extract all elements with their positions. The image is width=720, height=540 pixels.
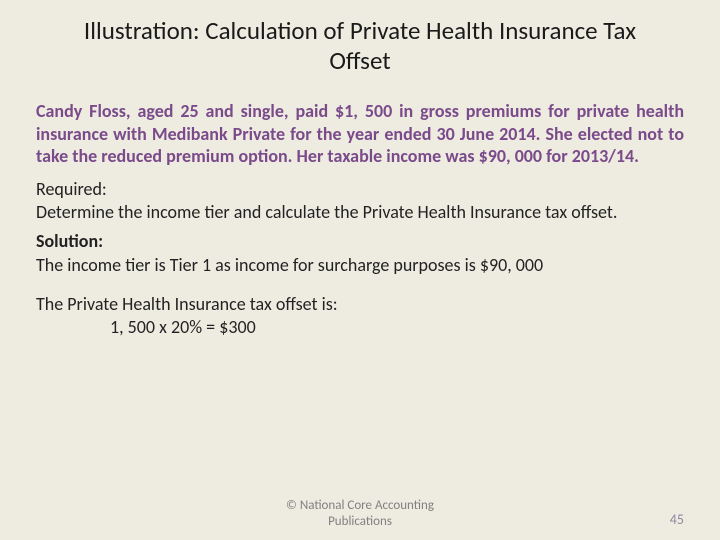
copyright-text: © National Core Accounting Publications bbox=[260, 498, 460, 529]
page-number: 45 bbox=[670, 511, 684, 528]
offset-calculation: 1, 500 x 20% = $300 bbox=[36, 316, 684, 339]
offset-intro-line: The Private Health Insurance tax offset … bbox=[36, 293, 684, 316]
slide-title: Illustration: Calculation of Private Hea… bbox=[36, 16, 684, 76]
scenario-text: Candy Floss, aged 25 and single, paid $1… bbox=[36, 100, 684, 168]
footer-area: © National Core Accounting Publications … bbox=[0, 498, 720, 530]
solution-body: The income tier is Tier 1 as income for … bbox=[36, 254, 684, 277]
required-label: Required: bbox=[36, 178, 684, 201]
required-body: Determine the income tier and calculate … bbox=[36, 201, 684, 224]
solution-label: Solution: bbox=[36, 230, 684, 253]
